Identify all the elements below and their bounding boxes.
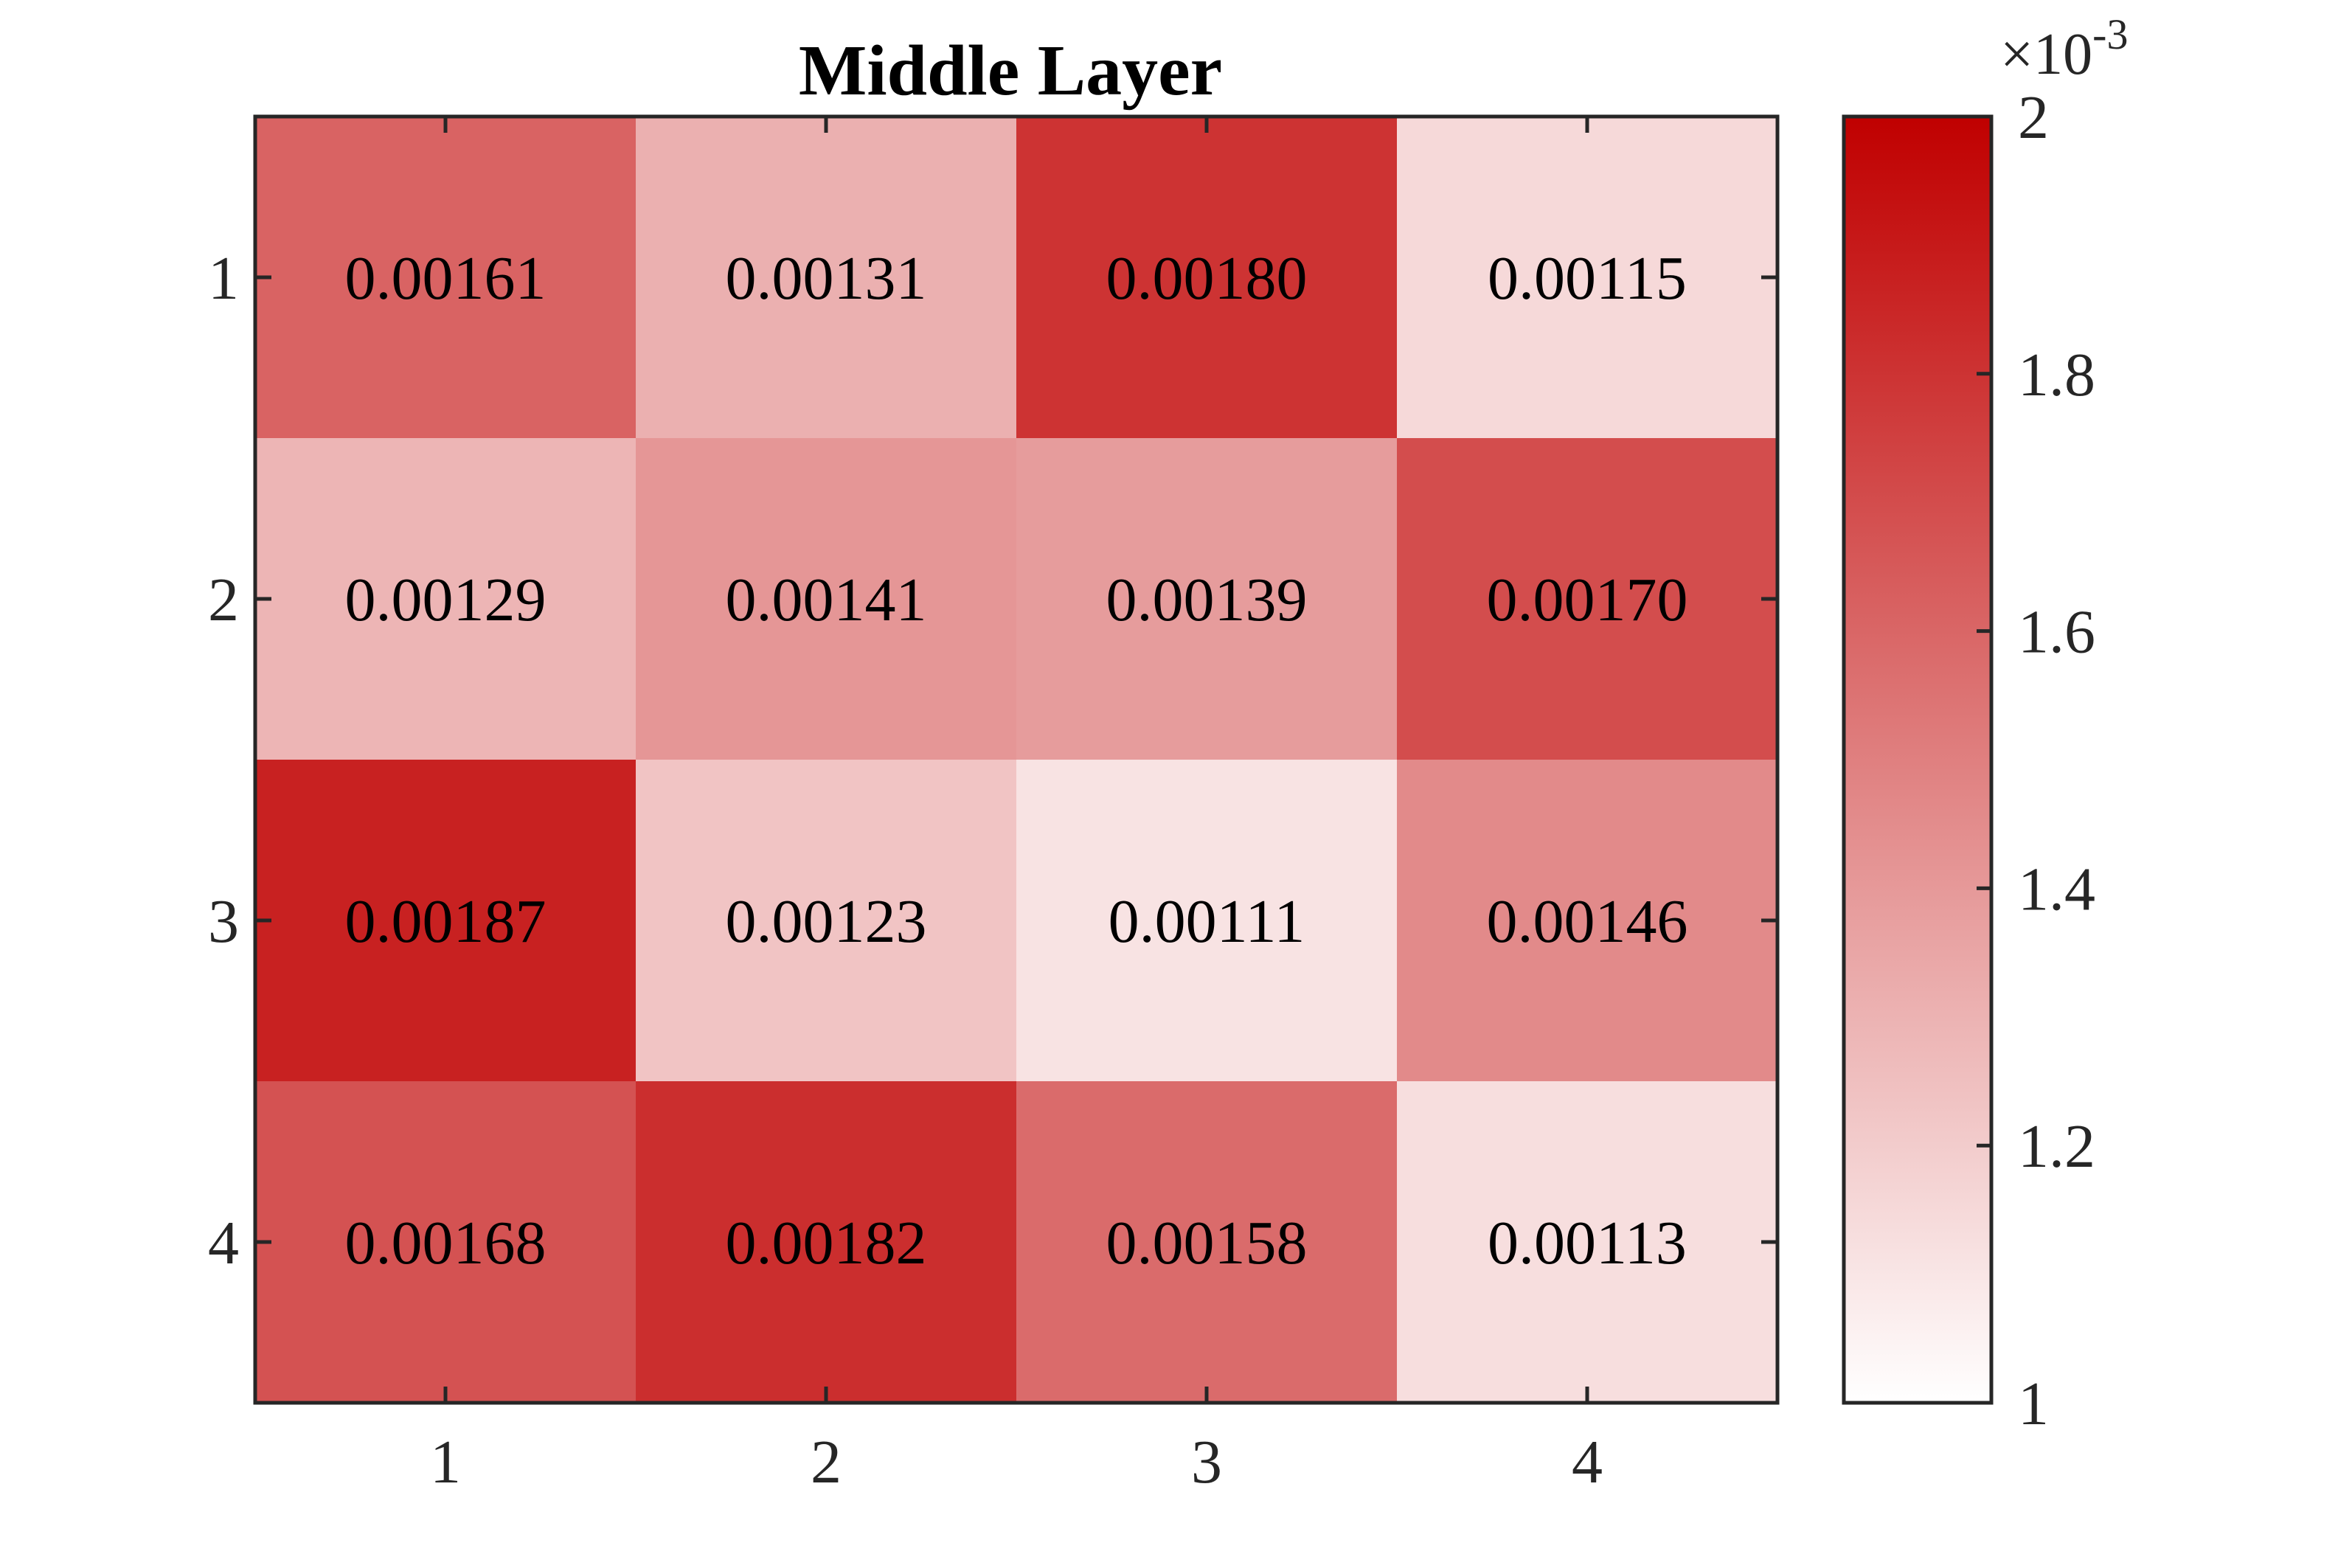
cell-value-label: 0.00115 bbox=[1488, 244, 1687, 313]
x-tick-label: 2 bbox=[811, 1428, 842, 1496]
heatmap-cell bbox=[636, 438, 1017, 760]
colorbar-tick-label: 2 bbox=[2018, 83, 2049, 152]
heatmap-cell bbox=[1397, 1081, 1778, 1404]
heatmap-cell bbox=[1397, 760, 1778, 1082]
cell-value-label: 0.00182 bbox=[726, 1209, 927, 1277]
cell-value-label: 0.00139 bbox=[1106, 566, 1308, 634]
cell-value-label: 0.00187 bbox=[345, 887, 547, 956]
heatmap-cells bbox=[255, 117, 1778, 1404]
heatmap-cell bbox=[636, 117, 1017, 439]
colorbar-tick-label: 1.8 bbox=[2018, 341, 2095, 409]
colorbar-multiplier: ×10-3 bbox=[2000, 10, 2128, 87]
heatmap-cell bbox=[1016, 117, 1398, 439]
heatmap-cell bbox=[1016, 1081, 1398, 1404]
cell-value-label: 0.00129 bbox=[345, 566, 547, 634]
y-tick-label: 1 bbox=[208, 244, 239, 313]
x-tick-label: 4 bbox=[1572, 1428, 1603, 1496]
cell-value-label: 0.00131 bbox=[726, 244, 927, 313]
heatmap-cell bbox=[636, 760, 1017, 1082]
colorbar-multiplier-base: ×10 bbox=[2000, 22, 2092, 87]
heatmap-cell bbox=[255, 438, 636, 760]
heatmap-cell bbox=[1016, 760, 1398, 1082]
x-axis: 1 2 3 4 bbox=[430, 117, 1603, 1496]
colorbar-tick-label: 1 bbox=[2018, 1370, 2049, 1438]
y-axis: 1 2 3 4 bbox=[208, 244, 1777, 1277]
cell-value-label: 0.00111 bbox=[1109, 887, 1305, 956]
colorbar-tick-label: 1.4 bbox=[2018, 855, 2095, 923]
cell-value-label: 0.00141 bbox=[726, 566, 927, 634]
y-tick-label: 3 bbox=[208, 887, 239, 956]
heatmap-cell bbox=[1016, 438, 1398, 760]
cell-value-label: 0.00168 bbox=[345, 1209, 547, 1277]
cell-value-label: 0.00170 bbox=[1487, 566, 1688, 634]
y-tick-label: 2 bbox=[208, 566, 239, 634]
heatmap-cell bbox=[1397, 117, 1778, 439]
heatmap-cell bbox=[255, 117, 636, 439]
heatmap-cell bbox=[255, 760, 636, 1082]
heatmap-cell bbox=[255, 1081, 636, 1404]
x-tick-label: 1 bbox=[430, 1428, 461, 1496]
heatmap-cell-labels: 0.00161 0.00131 0.00180 0.00115 0.00129 0.001… bbox=[345, 244, 1688, 1277]
heatmap-cell bbox=[1397, 438, 1778, 760]
cell-value-label: 0.00158 bbox=[1106, 1209, 1308, 1277]
colorbar-tick-label: 1.6 bbox=[2018, 598, 2095, 667]
colorbar bbox=[1842, 114, 1994, 1405]
cell-value-label: 0.00113 bbox=[1488, 1209, 1687, 1277]
cell-value-label: 0.00146 bbox=[1487, 887, 1688, 956]
cell-value-label: 0.00161 bbox=[345, 244, 547, 313]
heatmap-cell bbox=[636, 1081, 1017, 1404]
colorbar-tick-label: 1.2 bbox=[2018, 1112, 2095, 1181]
x-tick-label: 3 bbox=[1191, 1428, 1222, 1496]
cell-value-label: 0.00180 bbox=[1106, 244, 1308, 313]
y-tick-label: 4 bbox=[208, 1209, 239, 1277]
cell-value-label: 0.00123 bbox=[726, 887, 927, 956]
colorbar-ticks: 1 1.2 1.4 1.6 1.8 2 bbox=[1977, 83, 2095, 1438]
chart-title: Middle Layer bbox=[799, 31, 1222, 111]
colorbar-multiplier-exponent: -3 bbox=[2092, 10, 2128, 58]
plot-frame bbox=[253, 114, 1780, 1405]
